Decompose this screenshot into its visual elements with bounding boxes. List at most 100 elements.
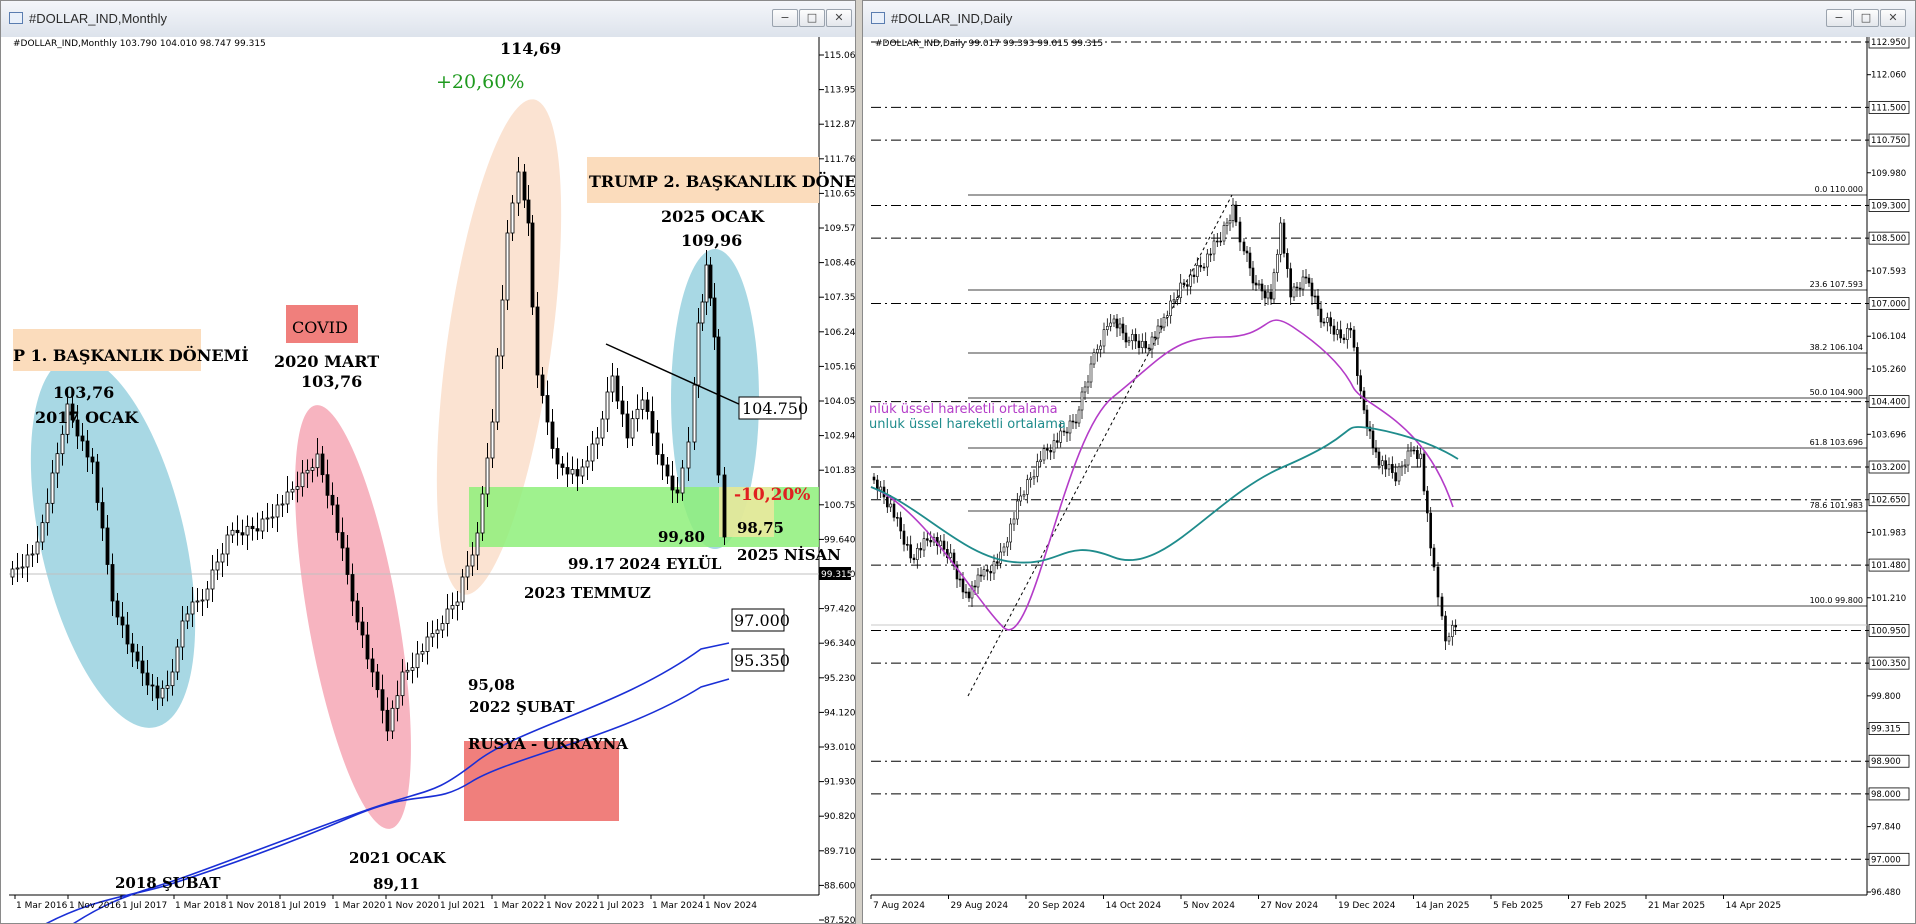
- daily-candle-body: [1131, 334, 1134, 341]
- candle-body: [115, 600, 120, 618]
- daily-candle-body: [872, 476, 876, 481]
- candle-body: [650, 411, 655, 434]
- daily-candle-body: [889, 503, 892, 508]
- daily-candle-body: [1440, 596, 1444, 617]
- price-axis-label: 97.000: [1871, 855, 1901, 865]
- price-axis-label: 107.000: [1871, 300, 1906, 310]
- daily-chart-window[interactable]: #DOLLAR_IND,Daily − □ ✕ 0.0 110.000 23.6 …: [862, 0, 1916, 924]
- price-axis-label: 109.300: [1871, 201, 1906, 211]
- candle-body: [475, 532, 480, 556]
- price-axis-label: 87.520: [824, 916, 855, 923]
- time-axis-label: 27 Nov 2024: [1261, 901, 1319, 911]
- minimize-button[interactable]: −: [1826, 9, 1852, 27]
- candle-body: [535, 306, 540, 376]
- time-axis-label: 1 Jul 2017: [122, 901, 167, 911]
- candle-body: [90, 456, 95, 463]
- monthly-chart-area[interactable]: 115.060 113.950 112.870 111.760 110.650 109.5…: [1, 37, 855, 923]
- price-axis-label: 95.230: [824, 674, 855, 684]
- daily-candle-body: [1026, 479, 1029, 495]
- daily-candle-body: [1016, 500, 1019, 520]
- price-axis-label: 94.120: [824, 708, 855, 718]
- daily-candle-body: [1447, 636, 1451, 642]
- daily-candle-body: [1451, 625, 1454, 637]
- candle-body: [125, 624, 130, 645]
- daily-candle-body: [1371, 430, 1375, 449]
- daily-candle-body: [1374, 447, 1378, 453]
- maximize-button[interactable]: □: [1853, 9, 1879, 27]
- candle-body: [35, 541, 40, 555]
- daily-candle-body: [1112, 318, 1116, 324]
- daily-candle-body: [989, 571, 992, 574]
- candle-body: [160, 687, 165, 699]
- candle-body: [350, 574, 355, 602]
- daily-candle-body: [1307, 277, 1311, 284]
- daily-candle-body: [1080, 391, 1084, 411]
- candle-body: [380, 689, 385, 711]
- daily-candle-body: [886, 496, 889, 508]
- daily-candle-body: [1322, 321, 1326, 324]
- daily-candle-body: [1301, 276, 1305, 290]
- candle-body: [595, 437, 600, 445]
- daily-window-titlebar[interactable]: #DOLLAR_IND,Daily − □ ✕: [863, 1, 1915, 38]
- price-axis-label: 115.060: [824, 51, 855, 61]
- price-axis-label: 97.840: [1871, 823, 1901, 833]
- daily-chart-area[interactable]: 0.0 110.000 23.6 107.593 38.2 106.104 50.0 …: [863, 37, 1915, 923]
- daily-candle-body: [1039, 459, 1042, 462]
- candle-body: [510, 202, 515, 234]
- daily-candle-body: [1225, 222, 1229, 226]
- candle-body: [655, 432, 660, 455]
- daily-candle-body: [1286, 253, 1289, 269]
- time-axis-label: 1 Jul 2021: [440, 901, 485, 911]
- daily-candle-body: [1387, 464, 1391, 470]
- candle-body: [540, 374, 545, 396]
- trump1-ellipse: [30, 356, 196, 728]
- price-axis-label: 101.210: [1871, 594, 1906, 604]
- candle-body: [195, 600, 200, 603]
- candle-body: [165, 685, 170, 689]
- daily-candle-body: [1134, 334, 1137, 342]
- price-axis-label: 109.570: [824, 224, 855, 234]
- daily-candle-body: [896, 517, 899, 519]
- close-button[interactable]: ✕: [1880, 9, 1906, 27]
- candle-body: [215, 561, 220, 571]
- fib-level-label: 78.6 101.983: [1810, 501, 1863, 510]
- candle-body: [704, 264, 709, 303]
- candle-body: [225, 534, 230, 555]
- monthly-chart-window[interactable]: #DOLLAR_IND,Monthly − □ ✕ 115.060 113.950…: [0, 0, 856, 924]
- ocak-2021-label: 2021 OCAK: [349, 849, 447, 867]
- candle-body: [15, 567, 20, 570]
- maximize-button[interactable]: □: [799, 9, 825, 27]
- candle-body: [405, 669, 410, 673]
- daily-candle-body: [1141, 341, 1144, 348]
- daily-candle-body: [1412, 449, 1416, 452]
- temmuz-2023-label: 2023 TEMMUZ: [524, 584, 651, 602]
- price-axis-label: 101.830: [824, 466, 855, 476]
- candle-body: [180, 620, 185, 648]
- daily-candle-body: [1359, 375, 1362, 392]
- candle-body: [265, 517, 270, 520]
- candle-body: [290, 488, 295, 493]
- candle-body: [600, 418, 605, 439]
- minimize-button[interactable]: −: [772, 9, 798, 27]
- daily-candle-body: [1336, 329, 1339, 335]
- daily-candle-body: [1332, 325, 1336, 335]
- trump2-label: TRUMP 2. BAŞKANLIK DÖNEMİ: [589, 171, 855, 191]
- candle-body: [300, 472, 305, 488]
- candle-body: [495, 355, 500, 423]
- fib-diagonal: [967, 194, 1233, 697]
- fib-level-label: 50.0 104.900: [1810, 388, 1863, 397]
- candle-body: [95, 461, 100, 503]
- time-axis-label: 1 Mar 2024: [652, 901, 704, 911]
- daily-candle-body: [1242, 241, 1246, 252]
- candle-body: [285, 491, 290, 505]
- close-button[interactable]: ✕: [826, 9, 852, 27]
- candle-body: [450, 605, 455, 610]
- support-overlap: [719, 487, 774, 537]
- monthly-window-titlebar[interactable]: #DOLLAR_IND,Monthly − □ ✕: [1, 1, 855, 38]
- daily-candle-body: [1298, 287, 1302, 290]
- daily-candle-body: [1172, 299, 1176, 302]
- candle-body: [360, 621, 365, 636]
- candle-body: [385, 709, 390, 732]
- daily-candle-body: [1289, 268, 1292, 298]
- price-axis-label: 98.900: [1871, 757, 1901, 767]
